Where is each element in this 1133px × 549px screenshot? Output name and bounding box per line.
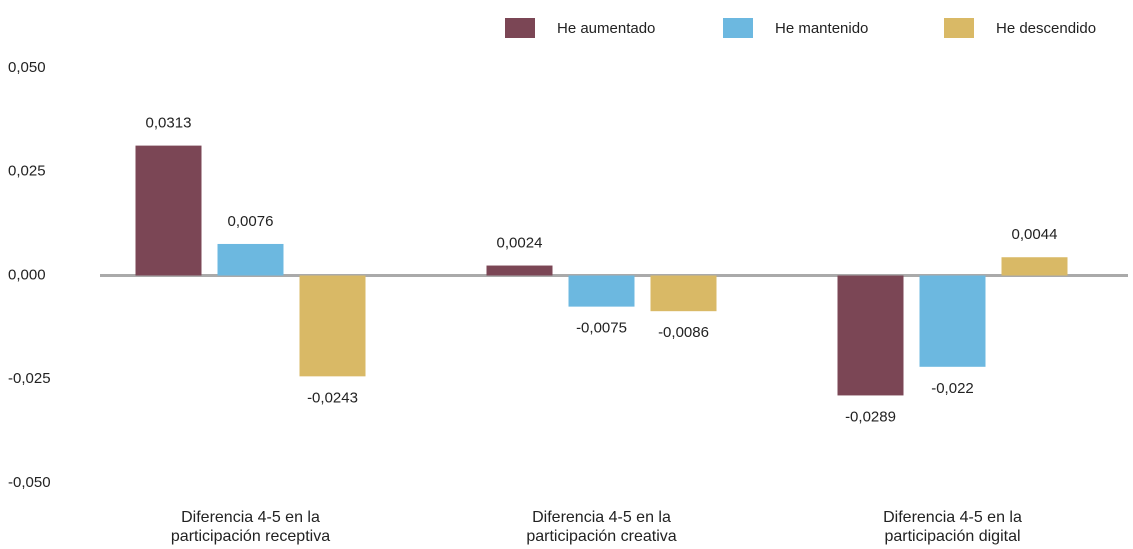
x-tick-label: Diferencia 4-5 en la participación creat… (526, 509, 677, 545)
bar (135, 145, 202, 276)
legend-label: He mantenido (775, 20, 868, 37)
value-label: 0,0044 (1012, 226, 1058, 243)
bar (217, 243, 284, 276)
bar (486, 265, 553, 276)
value-label: 0,0076 (228, 213, 274, 230)
bar (919, 275, 986, 367)
bar (1001, 257, 1068, 276)
y-tick-label: 0,050 (8, 59, 46, 76)
legend-label: He aumentado (557, 20, 655, 37)
value-label: 0,0313 (146, 115, 192, 132)
legend-swatch (723, 18, 753, 38)
legend-label: He descendido (996, 20, 1096, 37)
value-label: -0,0075 (576, 320, 627, 337)
value-label: -0,0289 (845, 408, 896, 425)
y-tick-label: 0,025 (8, 163, 46, 180)
x-tick-label: Diferencia 4-5 en la participación recep… (170, 509, 331, 545)
y-tick-label: 0,000 (8, 266, 46, 283)
bar (837, 275, 904, 396)
value-label: 0,0024 (497, 235, 543, 252)
legend-swatch (944, 18, 974, 38)
value-label: -0,022 (931, 380, 974, 397)
bar (568, 275, 635, 307)
y-tick-label: -0,025 (8, 370, 51, 387)
bar (299, 275, 366, 377)
bar (650, 275, 717, 312)
value-label: -0,0086 (658, 324, 709, 341)
value-label: -0,0243 (307, 389, 358, 406)
y-tick-label: -0,050 (8, 474, 51, 491)
x-tick-label: Diferencia 4-5 en la participación digit… (883, 509, 1022, 545)
legend-swatch (505, 18, 535, 38)
